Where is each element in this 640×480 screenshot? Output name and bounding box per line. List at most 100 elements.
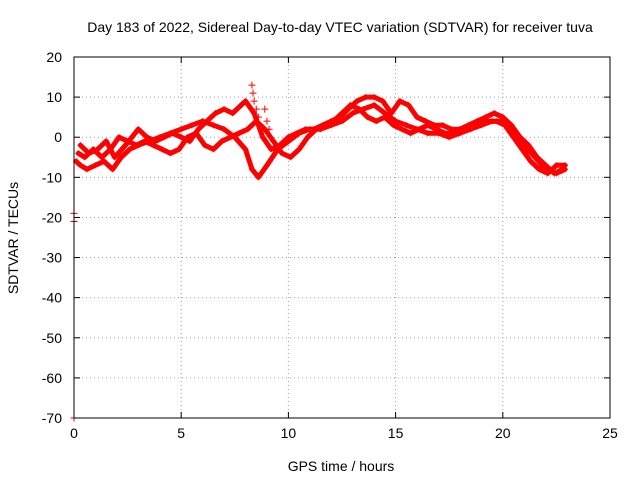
data-point: [551, 170, 558, 177]
data-point: [75, 150, 82, 157]
data-point: [103, 138, 110, 145]
x-tick-label: 5: [177, 425, 185, 441]
data-point: [251, 110, 258, 117]
data-series: [70, 81, 568, 422]
data-point: [242, 98, 249, 105]
data-point: [381, 114, 388, 121]
data-point: [203, 118, 210, 125]
data-point: [81, 154, 88, 161]
data-point: [143, 134, 150, 141]
data-point: [178, 134, 185, 141]
data-point: [118, 154, 125, 161]
data-point: [416, 126, 423, 133]
y-tick-label: -30: [42, 250, 62, 266]
x-tick-label: 10: [281, 425, 297, 441]
data-point: [553, 162, 560, 169]
y-tick-label: -40: [42, 290, 62, 306]
data-point: [285, 134, 292, 141]
y-tick-label: 10: [46, 89, 62, 105]
data-point: [476, 122, 483, 129]
data-point: [304, 134, 311, 141]
data-point: [349, 110, 356, 117]
data-point: [248, 166, 255, 173]
data-point: [424, 122, 431, 129]
data-point: [268, 146, 275, 153]
data-point: [116, 134, 123, 141]
y-axis-label: SDTVAR / TECUs: [5, 182, 21, 294]
data-point: [83, 166, 90, 173]
data-point: [484, 118, 491, 125]
data-point: [439, 122, 446, 129]
data-point: [161, 134, 168, 141]
data-point: [527, 158, 534, 165]
data-point: [321, 122, 328, 129]
data-point: [184, 134, 191, 141]
data-point: [287, 154, 294, 161]
y-tick-label: -10: [42, 169, 62, 185]
series-trace-c: [75, 102, 568, 176]
data-point: [339, 118, 345, 125]
data-point: [544, 170, 551, 177]
data-point: [259, 134, 266, 141]
data-point: [210, 122, 217, 129]
data-point: [77, 142, 84, 149]
data-point: [176, 146, 183, 153]
data-point: [150, 142, 157, 149]
data-point: [253, 118, 260, 125]
x-tick-label: 0: [70, 425, 78, 441]
data-point: [525, 142, 532, 149]
data-point: [109, 166, 116, 173]
plot-frame: [73, 56, 611, 419]
data-point: [212, 110, 219, 117]
data-point-isolated: [249, 89, 257, 97]
data-point: [392, 118, 399, 125]
data-point: [141, 138, 148, 145]
data-point: [302, 126, 309, 133]
data-point: [388, 110, 395, 117]
data-point-isolated: [265, 125, 273, 133]
data-point: [482, 114, 489, 121]
data-point: [195, 126, 202, 133]
data-point: [379, 98, 386, 105]
data-point: [390, 122, 397, 129]
data-point: [98, 154, 105, 161]
x-tick-label: 25: [602, 425, 618, 441]
y-tick-label: -20: [42, 209, 62, 225]
data-point: [270, 138, 277, 145]
y-tick-label: -60: [42, 370, 62, 386]
data-point: [77, 162, 84, 169]
data-point: [493, 118, 500, 125]
data-point: [403, 122, 410, 129]
data-point: [561, 162, 568, 169]
data-point: [293, 130, 300, 137]
data-point: [422, 118, 429, 125]
data-point: [491, 110, 498, 117]
data-point: [101, 158, 108, 165]
data-point: [396, 98, 403, 105]
data-point: [263, 162, 270, 169]
data-point: [347, 102, 354, 109]
data-point: [467, 122, 474, 129]
data-point: [238, 102, 245, 109]
data-point: [516, 134, 523, 141]
data-point: [424, 130, 431, 137]
data-point: [407, 130, 414, 137]
data-point-isolated: [254, 113, 262, 121]
data-point: [242, 146, 249, 153]
data-point: [510, 134, 517, 141]
data-point: [193, 130, 200, 137]
data-point: [178, 126, 185, 133]
data-point: [229, 110, 236, 117]
x-tick-label: 15: [388, 425, 404, 441]
y-tick-label: -50: [42, 330, 62, 346]
data-point: [354, 98, 361, 105]
data-point: [399, 126, 406, 133]
data-point: [371, 102, 378, 109]
data-point: [188, 122, 195, 129]
data-point: [278, 150, 285, 157]
data-point: [169, 130, 176, 137]
data-point-isolated: [263, 117, 271, 125]
data-point: [414, 114, 421, 121]
